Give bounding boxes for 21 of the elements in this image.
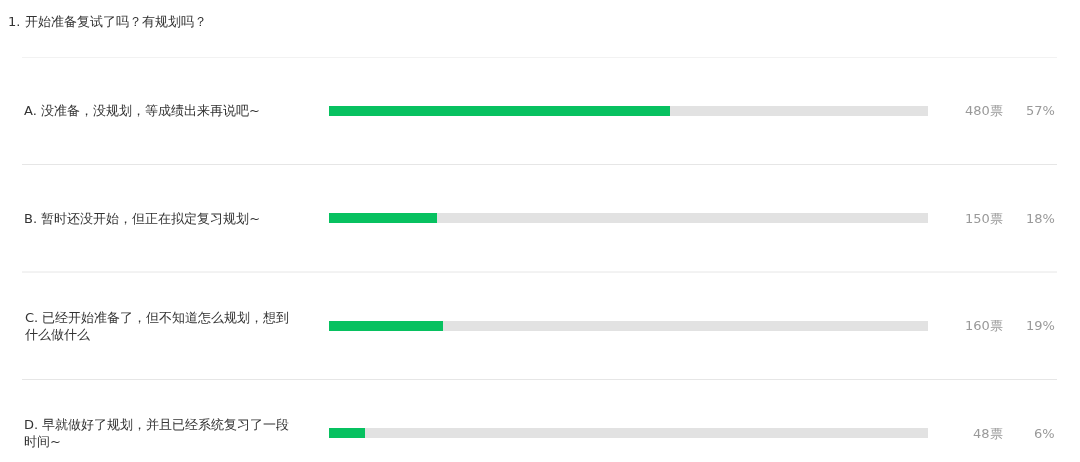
text: 150票	[965, 211, 1003, 226]
text: 48票	[973, 426, 1003, 441]
y-tick-label: A. 没准备，没规划，等成绩出来再说吧~	[24, 103, 260, 118]
text: 160票	[965, 318, 1003, 333]
bar	[329, 320, 443, 331]
bar	[670, 105, 928, 116]
bar	[442, 320, 928, 331]
bar	[436, 213, 928, 224]
data-label: 57%	[1026, 103, 1055, 118]
bar	[329, 213, 437, 224]
y-tick-label: C. 已经开始准备了，但不知道怎么规划，想到什么做什么	[24, 310, 290, 342]
data-label: 18%	[1026, 211, 1055, 226]
bar	[329, 428, 365, 439]
y-tick-label: B. 暂时还没开始，但正在拟定复习规划~	[24, 211, 261, 226]
text: 480票	[965, 103, 1003, 118]
y-tick-label: D. 早就做好了规划，并且已经系统复习了一段时间~	[24, 417, 290, 449]
bar	[329, 105, 671, 116]
bar	[364, 428, 928, 439]
data-label: 6%	[1034, 426, 1055, 441]
data-label: 19%	[1026, 318, 1055, 333]
text: 1. 开始准备复试了吗？有规划吗？	[8, 13, 207, 29]
